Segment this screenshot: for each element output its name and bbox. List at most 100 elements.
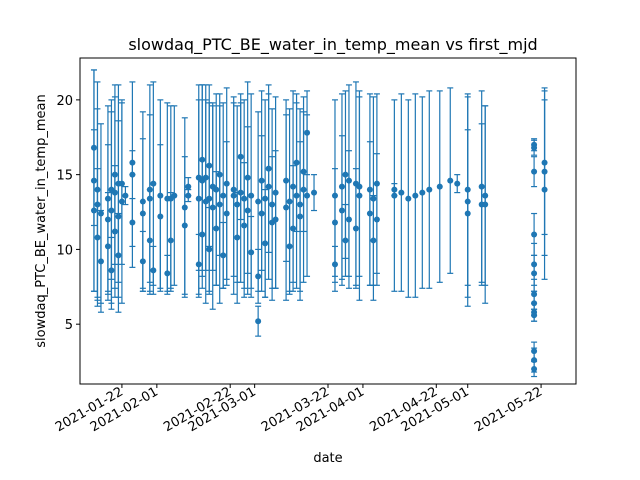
data-point bbox=[531, 366, 538, 373]
data-point bbox=[426, 186, 433, 193]
data-point-group bbox=[300, 111, 307, 233]
data-point-group bbox=[541, 99, 548, 280]
data-point bbox=[531, 231, 538, 238]
data-point bbox=[352, 225, 359, 232]
data-point-group bbox=[195, 233, 202, 295]
data-point-group bbox=[531, 360, 538, 378]
data-point-group bbox=[342, 203, 349, 277]
data-point bbox=[234, 234, 241, 241]
data-point-group bbox=[146, 188, 153, 292]
data-point-group bbox=[122, 186, 129, 206]
data-point-group bbox=[345, 150, 352, 289]
data-point bbox=[391, 186, 398, 193]
data-point bbox=[283, 177, 290, 184]
y-tick-label: 10 bbox=[56, 243, 73, 258]
data-point bbox=[220, 192, 227, 199]
data-point-group bbox=[531, 139, 538, 156]
data-point-group bbox=[531, 308, 538, 322]
data-point bbox=[129, 219, 136, 226]
data-point bbox=[531, 270, 538, 277]
data-point-group bbox=[255, 305, 262, 337]
data-point bbox=[454, 180, 461, 187]
data-point-group bbox=[531, 156, 538, 188]
y-axis: 5 10 15 20 bbox=[56, 94, 80, 333]
data-point bbox=[167, 237, 174, 244]
data-point bbox=[213, 225, 220, 232]
data-point-group bbox=[181, 156, 188, 295]
data-point-group bbox=[206, 84, 213, 248]
data-point-group bbox=[237, 93, 244, 221]
data-point-group bbox=[311, 174, 318, 212]
data-point-group bbox=[157, 144, 164, 289]
data-point bbox=[262, 240, 269, 247]
data-point-group bbox=[426, 90, 433, 289]
data-point bbox=[293, 159, 300, 166]
data-point bbox=[531, 168, 538, 175]
data-point bbox=[90, 144, 97, 151]
data-point bbox=[447, 177, 454, 184]
data-point bbox=[531, 144, 538, 151]
data-marks bbox=[90, 69, 548, 378]
data-point bbox=[223, 210, 230, 217]
data-point bbox=[255, 273, 262, 280]
data-point bbox=[111, 171, 118, 178]
data-point bbox=[398, 189, 405, 196]
data-point bbox=[206, 246, 213, 253]
data-point bbox=[290, 225, 297, 232]
data-point bbox=[241, 222, 248, 229]
data-point-group bbox=[244, 126, 251, 295]
data-point bbox=[244, 207, 251, 214]
data-point-group bbox=[283, 99, 290, 262]
data-point-group bbox=[290, 165, 297, 292]
data-point-group bbox=[216, 93, 223, 256]
data-point bbox=[304, 129, 311, 136]
data-point-group bbox=[202, 84, 209, 271]
data-point bbox=[94, 234, 101, 241]
data-point bbox=[373, 216, 380, 223]
data-point bbox=[436, 183, 443, 190]
data-point-group bbox=[464, 96, 471, 307]
data-point-group bbox=[94, 168, 101, 307]
data-point-group bbox=[199, 180, 206, 289]
data-point bbox=[297, 213, 304, 220]
data-point bbox=[366, 210, 373, 217]
data-point-group bbox=[366, 141, 373, 286]
data-point-group bbox=[482, 105, 489, 304]
data-point-group bbox=[352, 168, 359, 289]
data-point-group bbox=[150, 245, 157, 295]
data-point bbox=[331, 219, 338, 226]
data-point-group bbox=[255, 248, 262, 304]
data-point bbox=[248, 192, 255, 199]
y-tick-label: 5 bbox=[65, 318, 73, 333]
data-point-group bbox=[223, 141, 230, 286]
data-point-group bbox=[111, 84, 118, 265]
y-axis-label: slowdaq_PTC_BE_water_in_temp_mean bbox=[34, 94, 49, 347]
data-point bbox=[97, 210, 104, 217]
data-point-group bbox=[338, 135, 345, 286]
data-point bbox=[356, 183, 363, 190]
data-point bbox=[202, 174, 209, 181]
data-point bbox=[146, 237, 153, 244]
data-point bbox=[338, 207, 345, 214]
data-point bbox=[272, 216, 279, 223]
data-point-group bbox=[297, 141, 304, 292]
data-point-group bbox=[265, 84, 272, 254]
data-point bbox=[412, 192, 419, 199]
data-point bbox=[370, 237, 377, 244]
data-point bbox=[304, 192, 311, 199]
data-point-group bbox=[391, 183, 398, 197]
data-point-group bbox=[115, 212, 122, 298]
x-axis-label: date bbox=[313, 451, 342, 466]
y-tick-label: 15 bbox=[56, 169, 73, 184]
data-point-group bbox=[447, 87, 454, 274]
y-tick-label: 20 bbox=[56, 94, 73, 109]
data-point bbox=[108, 267, 115, 274]
data-point-group bbox=[398, 93, 405, 292]
data-point bbox=[150, 180, 157, 187]
data-point bbox=[237, 153, 244, 160]
data-point bbox=[139, 210, 146, 217]
data-point bbox=[300, 168, 307, 175]
data-point bbox=[311, 189, 318, 196]
data-point-group bbox=[213, 171, 220, 286]
